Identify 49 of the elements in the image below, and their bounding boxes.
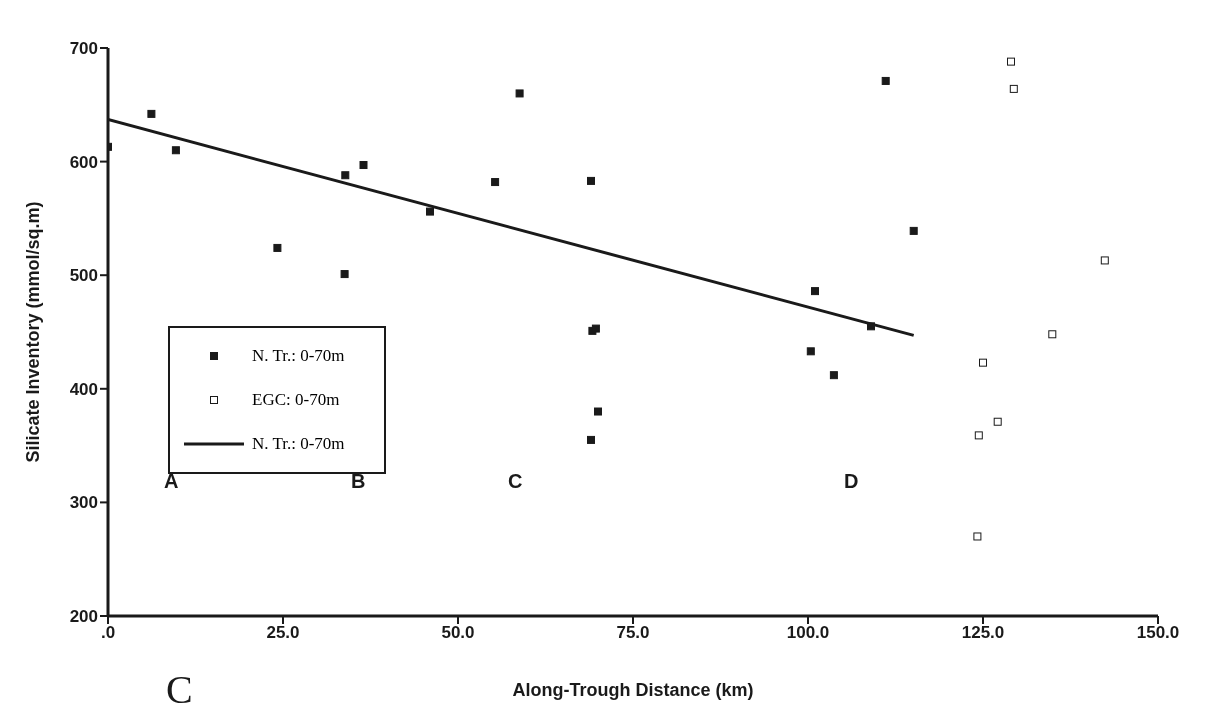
annotation: C — [508, 470, 523, 493]
annotation: B — [351, 470, 366, 493]
legend-label: EGC: 0-70m — [252, 390, 340, 410]
y-tick-label: 200 — [69, 607, 98, 627]
x-tick-label: 100.0 — [786, 623, 830, 643]
point — [806, 347, 815, 356]
annotation: D — [844, 470, 859, 493]
point — [587, 176, 595, 185]
annotation: A — [164, 470, 179, 493]
point — [587, 435, 595, 444]
legend-label: N. Tr.: 0-70m — [252, 346, 345, 366]
y-tick-label: 500 — [69, 266, 98, 286]
x-tick-label: 125.0 — [961, 623, 1005, 643]
point — [1007, 57, 1015, 66]
point — [147, 109, 156, 118]
legend-label: N. Tr.: 0-70m — [252, 434, 345, 454]
point — [909, 226, 918, 235]
x-tick-label: 150.0 — [1136, 623, 1180, 643]
point — [973, 532, 982, 541]
point — [515, 89, 524, 98]
y-axis-title: Silicate Inventory (mmol/sq.m) — [23, 201, 44, 463]
point — [171, 146, 180, 155]
point — [811, 287, 819, 296]
y-tick-label: 700 — [69, 39, 98, 59]
x-tick-label: .0 — [100, 623, 116, 643]
x-axis-title: Along-Trough Distance (km) — [512, 680, 754, 700]
point — [426, 207, 434, 216]
x-tick-label: 50.0 — [441, 623, 475, 643]
point — [867, 322, 875, 331]
point — [1048, 330, 1057, 339]
point — [359, 161, 368, 170]
point — [979, 358, 987, 367]
point — [341, 171, 350, 180]
point — [881, 76, 890, 85]
point — [1009, 84, 1018, 93]
point — [340, 270, 349, 279]
y-tick-label: 600 — [69, 152, 98, 172]
x-tick-label: 75.0 — [616, 623, 650, 643]
y-tick-label: 400 — [69, 379, 98, 399]
text: C — [166, 666, 193, 713]
point — [273, 243, 282, 252]
point — [491, 178, 500, 187]
point — [594, 407, 602, 416]
point — [1100, 256, 1109, 265]
y-tick-label: 300 — [69, 493, 98, 513]
point — [829, 371, 838, 380]
x-tick-label: 25.0 — [266, 623, 300, 643]
point — [974, 431, 983, 440]
point — [993, 417, 1002, 426]
